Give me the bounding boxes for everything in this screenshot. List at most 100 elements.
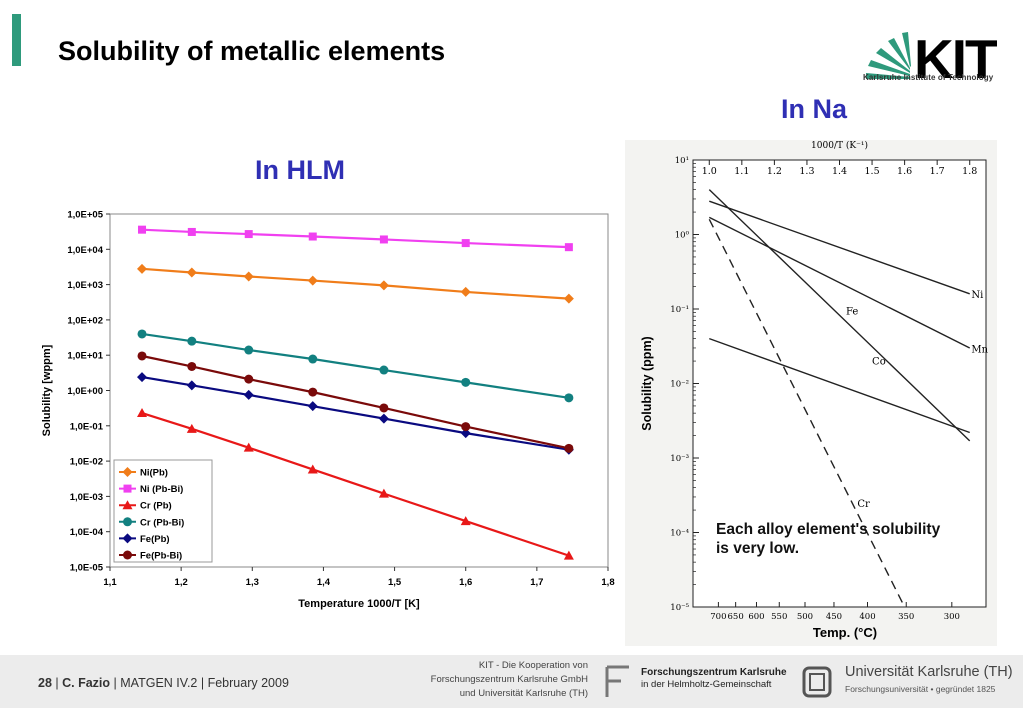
x-tick-label: 1,2: [175, 577, 188, 588]
bottom-tick-label: 400: [859, 612, 875, 622]
data-point: [564, 393, 574, 403]
data-point: [187, 361, 197, 371]
kit-logo-subtitle: Karlsruhe Institute of Technology: [863, 73, 994, 82]
data-point: [460, 286, 471, 297]
cooperation-text: KIT - Die Kooperation von Forschungszent…: [370, 659, 588, 701]
event-name: MATGEN IV.2: [120, 676, 198, 690]
x-tick-label: 1,4: [317, 577, 331, 588]
data-point: [307, 275, 318, 286]
y-tick-label: 1,0E-01: [70, 421, 104, 432]
series-ni: Ni: [709, 200, 983, 301]
y-tick-label: 1,0E+03: [67, 280, 103, 291]
x-tick-label: 1,1: [103, 577, 117, 588]
data-point: [137, 263, 148, 274]
coop-line-2: Forschungszentrum Karlsruhe GmbH: [430, 674, 588, 685]
coop-line-1: KIT - Die Kooperation von: [478, 660, 588, 671]
kit-logo-fan-icon: [866, 32, 911, 79]
top-tick-label: 1.1: [734, 166, 749, 177]
series-line: [709, 200, 970, 295]
y-tick-label: 1,0E+02: [67, 315, 103, 326]
coop-line-3: und Universität Karlsruhe (TH): [459, 688, 588, 699]
bottom-tick-label: 350: [898, 612, 914, 622]
top-tick-label: 1.2: [767, 166, 782, 177]
data-point: [307, 464, 318, 474]
series-cr: Cr: [708, 218, 906, 608]
legend: Ni(Pb) Ni (Pb-Bi) Cr (Pb) Cr (Pb-Bi) Fe(Pb) F…: [113, 459, 213, 563]
y-axis-label: Solubility [wppm]: [41, 344, 53, 436]
legend-label: Cr (Pb): [140, 501, 172, 512]
bottom-tick-label: 600: [748, 612, 764, 622]
footer: 28 | C. Fazio | MATGEN IV.2 | February 2…: [0, 655, 1023, 708]
footer-meta: 28 | C. Fazio | MATGEN IV.2 | February 2…: [38, 676, 289, 690]
data-point: [378, 488, 389, 498]
data-point: [460, 516, 471, 526]
data-point: [378, 413, 389, 424]
data-point: [563, 293, 574, 304]
kit-logo-text: KIT: [914, 28, 997, 88]
legend-box: [113, 459, 213, 563]
data-point: [137, 372, 148, 383]
top-tick-label: 1.3: [799, 166, 814, 177]
bottom-tick-label: 300: [944, 612, 960, 622]
top-axis-label: 1000/T (K⁻¹): [811, 140, 868, 151]
x-tick-label: 1,8: [601, 577, 614, 588]
y-tick-label: 10⁰: [675, 231, 690, 241]
slide-title: Solubility of metallic elements: [58, 36, 446, 66]
bottom-tick-label: 650: [728, 612, 744, 622]
data-point: [244, 230, 253, 239]
kit-logo: KIT: [866, 28, 997, 88]
x-axis-label: Temperature 1000/T [K]: [298, 598, 420, 610]
series-line: [708, 218, 906, 608]
series-ni-pb-bi: [138, 225, 573, 252]
data-point: [186, 380, 197, 391]
data-point: [378, 280, 389, 291]
y-axis-label: Solubility (ppm): [640, 336, 654, 430]
data-point: [460, 428, 471, 439]
separator: |: [200, 676, 208, 690]
y-tick-label: 1,0E-02: [70, 457, 103, 468]
y-tick-label: 1,0E+00: [67, 386, 103, 397]
series-label: Fe: [846, 306, 858, 317]
data-point: [137, 329, 147, 339]
x-tick-label: 1,6: [459, 577, 472, 588]
bottom-tick-label: 700: [710, 612, 726, 622]
legend-label: Ni (Pb-Bi): [140, 484, 183, 495]
data-point: [461, 239, 470, 248]
series-mn: Mn: [708, 216, 989, 356]
data-point: [379, 403, 389, 413]
legend-marker: [123, 517, 132, 527]
y-tick-label: 10⁻¹: [670, 305, 689, 315]
separator: |: [55, 676, 63, 690]
y-tick-label: 10⁻³: [670, 454, 689, 464]
series-line: [708, 189, 971, 442]
y-tick-label: 1,0E+05: [67, 210, 103, 221]
data-point: [138, 225, 147, 234]
bottom-tick-label: 550: [771, 612, 787, 622]
legend-marker: [122, 533, 133, 544]
top-tick-label: 1.7: [930, 166, 945, 177]
x-axis-label: Temp. (°C): [813, 625, 877, 640]
data-point: [308, 232, 317, 241]
legend-item: Fe(Pb): [119, 533, 170, 545]
y-tick-label: 1,0E-03: [70, 492, 103, 503]
y-tick-label: 1,0E-05: [70, 563, 104, 574]
top-tick-label: 1.5: [865, 166, 880, 177]
series-fe-pb: [137, 372, 574, 455]
fzk-name: Forschungszentrum Karlsruhe: [641, 667, 787, 678]
series-ni-pb: [137, 263, 574, 304]
data-point: [244, 345, 254, 355]
legend-item: Ni (Pb-Bi): [119, 484, 183, 495]
accent-bar: [12, 14, 21, 66]
note-line-1: Each alloy element's solubility: [716, 521, 941, 538]
university-name: Universität Karlsruhe (TH): [845, 664, 1013, 680]
series-cr-pb: [137, 408, 574, 560]
legend-item: Fe(Pb-Bi): [119, 550, 182, 562]
y-tick-label: 10⁻⁵: [670, 603, 689, 613]
bottom-tick-label: 500: [797, 612, 813, 622]
legend-marker: [123, 484, 132, 493]
data-point: [187, 227, 196, 236]
data-point: [461, 377, 471, 387]
series-fe-pb-bi: [137, 351, 574, 453]
fzk-logo-icon: [605, 665, 629, 697]
y-tick-label: 10¹: [675, 156, 689, 166]
